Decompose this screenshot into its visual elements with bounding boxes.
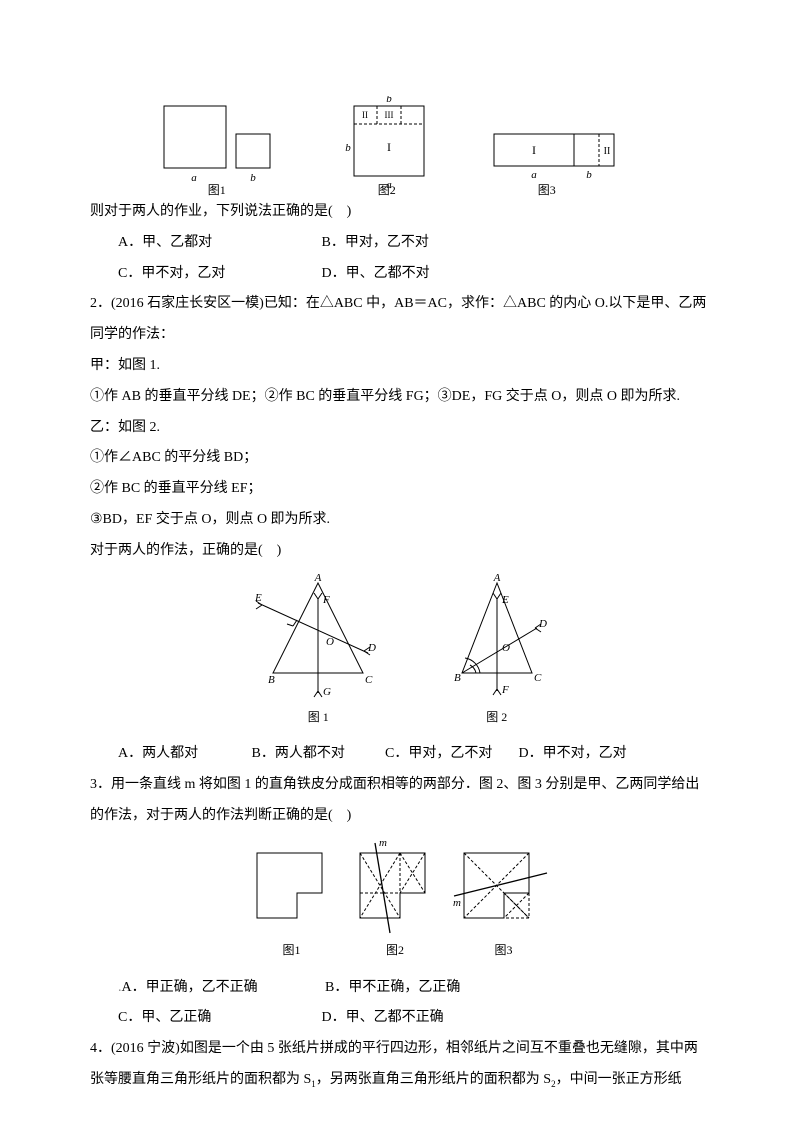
- q3-stem: 3．用一条直线 m 将如图 1 的直角铁皮分成面积相等的两部分．图 2、图 3 …: [90, 770, 710, 832]
- q3-fig2: m: [345, 838, 445, 938]
- q4-b: ，另两张直角三角形纸片的面积都为 S: [316, 1072, 551, 1087]
- q1-figures: a b 图1 II III I b b a 图2 I II a b 图3: [90, 96, 710, 191]
- label-a: a: [191, 172, 197, 184]
- q1-optC: C．甲不对，乙对: [118, 259, 318, 290]
- q3-captions: 图1 图2 图3: [90, 936, 710, 967]
- svg-text:C: C: [534, 672, 542, 684]
- q3-fig3: m: [449, 838, 559, 938]
- q2-prefix: 2．(2016 石家庄长安区一模)已知：在△ABC 中，AB＝AC，求作：△AB…: [90, 289, 710, 351]
- svg-text:b: b: [587, 169, 593, 181]
- svg-text:E: E: [501, 594, 509, 606]
- svg-text:F: F: [322, 594, 330, 606]
- q2-optB: B．两人都不对: [252, 739, 382, 770]
- q2-cap1: 图 1: [238, 704, 398, 730]
- svg-text:A: A: [314, 573, 322, 584]
- q3-optD: D．甲、乙都不正确: [322, 1003, 522, 1034]
- q2-fig1: A B C E D F G O: [238, 573, 398, 703]
- svg-text:B: B: [454, 672, 461, 684]
- q2-fig2: A B C D E F O: [432, 573, 562, 703]
- svg-text:G: G: [323, 686, 331, 698]
- q2-figures: A B C E D F G O A B C D E F: [90, 573, 710, 703]
- q4-stem: 4．(2016 宁波)如图是一个由 5 张纸片拼成的平行四边形，相邻纸片之间互不…: [90, 1034, 710, 1096]
- q1-options-row2: C．甲不对，乙对 D．甲、乙都不对: [90, 259, 710, 290]
- label-b: b: [250, 172, 256, 184]
- svg-text:II: II: [362, 110, 368, 120]
- q3-cap1: 图1: [242, 937, 342, 963]
- q3-cap3: 图3: [449, 937, 559, 963]
- svg-text:II: II: [604, 146, 611, 157]
- q1-optB: B．甲对，乙不对: [322, 228, 522, 259]
- svg-text:m: m: [453, 897, 461, 909]
- q1-optD: D．甲、乙都不对: [322, 259, 522, 290]
- q2-yi-head: 乙：如图 2.: [90, 413, 710, 444]
- svg-text:A: A: [492, 573, 500, 584]
- q1-fig3: I II a b: [489, 96, 624, 191]
- q2-captions: 图 1 图 2: [90, 703, 710, 734]
- svg-text:O: O: [326, 636, 334, 648]
- q4-c: ，中间一张正方形纸: [556, 1072, 682, 1087]
- svg-text:D: D: [538, 618, 547, 630]
- q1-options-row1: A．甲、乙都对 B．甲对，乙不对: [90, 228, 710, 259]
- q2-jia-step: ①作 AB 的垂直平分线 DE；②作 BC 的垂直平分线 FG；③DE，FG 交…: [90, 382, 710, 413]
- svg-text:F: F: [501, 684, 509, 696]
- page: a b 图1 II III I b b a 图2 I II a b 图3: [0, 0, 800, 1136]
- svg-text:O: O: [502, 642, 510, 654]
- q3-optB: B．甲不正确，乙正确: [325, 973, 525, 1004]
- q1-cap3: 图3: [538, 177, 556, 203]
- q3-options-row1: .A．甲正确，乙不正确 B．甲不正确，乙正确: [90, 973, 710, 1004]
- q2-tail: 对于两人的作法，正确的是( ): [90, 536, 710, 567]
- q3-options-row2: C．甲、乙正确 D．甲、乙都不正确: [90, 1003, 710, 1034]
- q2-yi-s1: ①作∠ABC 的平分线 BD；: [90, 443, 710, 474]
- q1-optA: A．甲、乙都对: [118, 228, 318, 259]
- svg-text:B: B: [268, 674, 275, 686]
- q3-cap2: 图2: [345, 937, 445, 963]
- q3-optC: C．甲、乙正确: [118, 1003, 318, 1034]
- q3-optA: A．甲正确，乙不正确: [122, 973, 322, 1004]
- q2-optA: A．两人都对: [118, 739, 248, 770]
- q2-options: A．两人都对 B．两人都不对 C．甲对，乙不对 D．甲不对，乙对: [90, 739, 710, 770]
- svg-text:b: b: [386, 96, 392, 105]
- svg-text:a: a: [532, 169, 538, 181]
- svg-text:m: m: [379, 838, 387, 849]
- svg-text:I: I: [532, 143, 536, 157]
- q1-stem: 则对于两人的作业，下列说法正确的是( ): [90, 197, 710, 228]
- q3-fig1: [242, 838, 342, 938]
- q2-yi-s3: ③BD，EF 交于点 O，则点 O 即为所求.: [90, 505, 710, 536]
- q1-fig2: II III I b b a: [339, 96, 454, 191]
- q1-cap1: 图1: [208, 177, 226, 203]
- q2-yi-s2: ②作 BC 的垂直平分线 EF；: [90, 474, 710, 505]
- svg-text:III: III: [385, 110, 394, 120]
- q2-optC: C．甲对，乙不对: [385, 739, 515, 770]
- q2-jia-head: 甲：如图 1.: [90, 351, 710, 382]
- svg-text:C: C: [365, 674, 373, 686]
- q1-cap2: 图2: [378, 177, 396, 203]
- q2-cap2: 图 2: [432, 704, 562, 730]
- svg-text:b: b: [345, 142, 351, 154]
- q2-optD: D．甲不对，乙对: [519, 739, 649, 770]
- svg-text:I: I: [387, 140, 391, 154]
- q3-figures: m m: [90, 838, 710, 938]
